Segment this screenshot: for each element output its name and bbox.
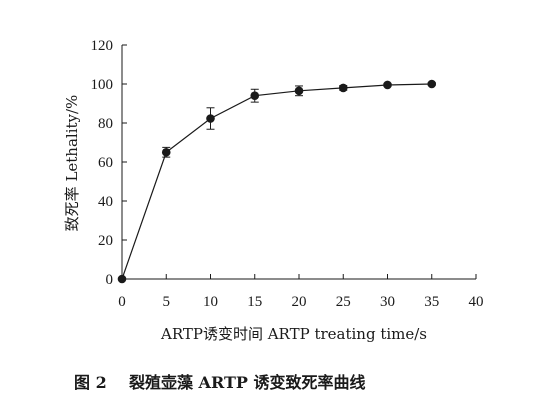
x-tick-label: 30 bbox=[380, 294, 395, 310]
data-point bbox=[427, 79, 437, 89]
x-axis-title: ARTP诱变时间 ARTP treating time/s bbox=[160, 325, 427, 343]
data-point bbox=[161, 147, 171, 157]
axes bbox=[121, 45, 476, 280]
data-point bbox=[383, 80, 392, 90]
x-axis-ticks: 0 5 10 15 20 25 30 35 40 bbox=[118, 274, 484, 310]
x-tick-label: 0 bbox=[118, 294, 126, 310]
series-line bbox=[121, 83, 432, 280]
data-point bbox=[250, 91, 260, 100]
x-tick-label: 5 bbox=[163, 294, 171, 310]
lethality-chart: 0 20 40 60 80 100 120 0 5 10 15 20 25 30 35 40 ARTP诱变时… bbox=[63, 38, 484, 343]
y-tick-label: 100 bbox=[91, 77, 114, 93]
y-tick-label: 80 bbox=[98, 116, 113, 132]
x-tick-label: 15 bbox=[247, 294, 262, 310]
y-tick-label: 20 bbox=[98, 233, 113, 249]
x-tick-label: 40 bbox=[469, 294, 484, 310]
x-tick-label: 25 bbox=[336, 294, 351, 310]
data-point bbox=[206, 114, 215, 123]
data-point bbox=[294, 86, 304, 96]
y-tick-label: 40 bbox=[98, 194, 113, 210]
y-axis-title: 致死率 Lethality/% bbox=[63, 95, 81, 232]
y-tick-label: 60 bbox=[98, 155, 113, 171]
figure-caption: 图 2 裂殖壶藻 ARTP 诱变致死率曲线 bbox=[74, 373, 366, 392]
y-axis-ticks: 0 20 40 60 80 100 120 bbox=[91, 38, 127, 288]
data-point bbox=[117, 274, 127, 284]
y-tick-label: 120 bbox=[91, 38, 114, 54]
x-tick-label: 10 bbox=[203, 294, 218, 310]
data-point bbox=[338, 83, 348, 93]
x-tick-label: 35 bbox=[424, 294, 439, 310]
y-tick-label: 0 bbox=[106, 272, 114, 288]
x-tick-label: 20 bbox=[292, 294, 307, 310]
data-series bbox=[117, 79, 437, 284]
